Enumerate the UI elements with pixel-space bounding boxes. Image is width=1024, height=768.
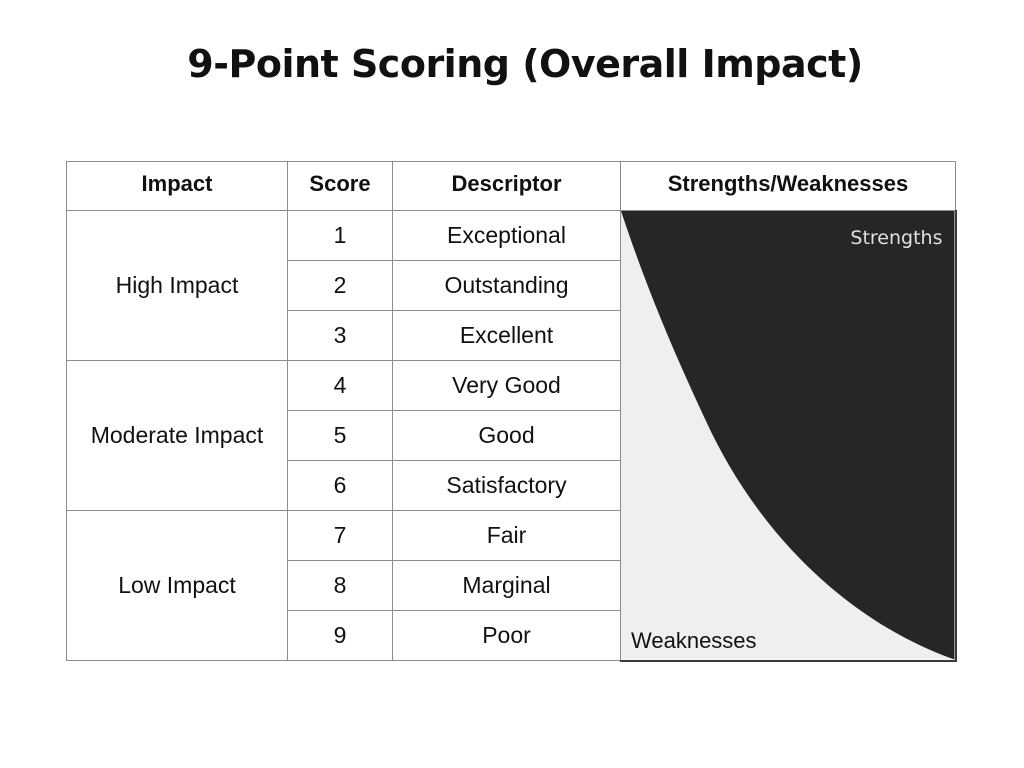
score-cell: 7	[287, 510, 393, 561]
score-cell: 5	[287, 410, 393, 461]
strengths-weaknesses-curve	[621, 211, 955, 660]
table-row: 5 Good	[67, 410, 956, 461]
score-cell: 1	[287, 210, 393, 261]
table-row: 6 Satisfactory	[67, 460, 956, 511]
score-cell: 9	[287, 610, 393, 661]
table-row: 8 Marginal	[67, 560, 956, 611]
impact-group-moderate: Moderate Impact	[66, 360, 288, 511]
score-cell: 4	[287, 360, 393, 411]
strengths-label: Strengths	[850, 227, 943, 249]
header-descriptor: Descriptor	[392, 161, 621, 211]
header-strengths-weaknesses: Strengths/Weaknesses	[620, 161, 956, 211]
strengths-area	[621, 211, 955, 660]
descriptor-cell: Marginal	[392, 560, 621, 611]
impact-group-high: High Impact	[66, 210, 288, 361]
score-cell: 8	[287, 560, 393, 611]
descriptor-cell: Good	[392, 410, 621, 461]
header-score: Score	[287, 161, 393, 211]
score-cell: 2	[287, 260, 393, 311]
descriptor-cell: Excellent	[392, 310, 621, 361]
descriptor-cell: Poor	[392, 610, 621, 661]
header-impact: Impact	[66, 161, 288, 211]
scoring-table: Impact Score Descriptor Strengths/Weakne…	[66, 161, 957, 662]
descriptor-cell: Fair	[392, 510, 621, 561]
descriptor-cell: Very Good	[392, 360, 621, 411]
table-row: High Impact 1 Exceptional Strengths Weak…	[66, 210, 957, 662]
descriptor-cell: Outstanding	[392, 260, 621, 311]
table-row: 9 Poor	[67, 610, 956, 661]
table-row: Low Impact 7 Fair	[66, 510, 956, 661]
strengths-weaknesses-graphic: Strengths Weaknesses	[620, 210, 957, 662]
descriptor-cell: Exceptional	[392, 210, 621, 261]
impact-group-low: Low Impact	[66, 510, 288, 661]
descriptor-cell: Satisfactory	[392, 460, 621, 511]
slide-title: 9-Point Scoring (Overall Impact)	[187, 42, 863, 86]
score-cell: 6	[287, 460, 393, 511]
table-row: Moderate Impact 4 Very Good	[66, 360, 956, 511]
score-cell: 3	[287, 310, 393, 361]
weaknesses-label: Weaknesses	[631, 627, 757, 653]
table-header-row: Impact Score Descriptor Strengths/Weakne…	[66, 161, 956, 211]
